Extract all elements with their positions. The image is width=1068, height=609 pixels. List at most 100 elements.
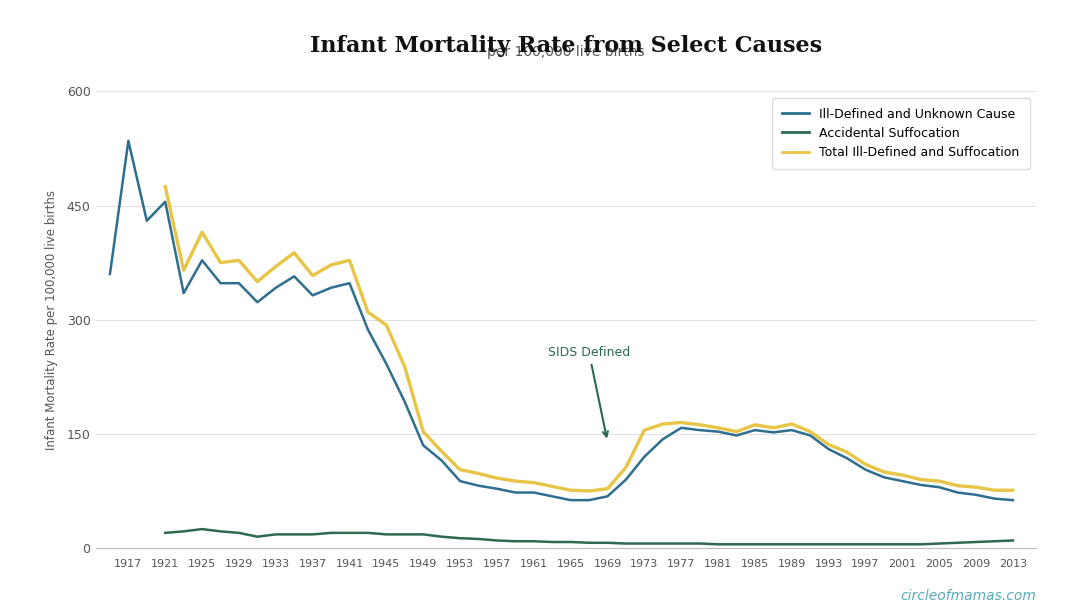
- Total Ill-Defined and Suffocation: [785, 420, 798, 428]
- Ill-Defined and Unknown Cause: [307, 292, 319, 299]
- Total Ill-Defined and Suffocation: [601, 485, 614, 492]
- Accidental Suffocation: [325, 529, 337, 537]
- Total Ill-Defined and Suffocation: [988, 487, 1001, 494]
- Line: Ill-Defined and Unknown Cause: Ill-Defined and Unknown Cause: [110, 141, 1012, 500]
- Total Ill-Defined and Suffocation: [804, 428, 817, 435]
- Accidental Suffocation: [657, 540, 670, 547]
- Accidental Suffocation: [564, 538, 577, 546]
- Ill-Defined and Unknown Cause: [859, 466, 871, 473]
- Ill-Defined and Unknown Cause: [804, 432, 817, 439]
- Ill-Defined and Unknown Cause: [398, 398, 411, 406]
- Total Ill-Defined and Suffocation: [343, 257, 356, 264]
- Ill-Defined and Unknown Cause: [528, 489, 540, 496]
- Accidental Suffocation: [509, 538, 522, 545]
- Ill-Defined and Unknown Cause: [177, 289, 190, 297]
- Accidental Suffocation: [970, 538, 983, 546]
- Total Ill-Defined and Suffocation: [380, 322, 393, 329]
- Ill-Defined and Unknown Cause: [104, 270, 116, 278]
- Total Ill-Defined and Suffocation: [767, 424, 780, 431]
- Total Ill-Defined and Suffocation: [693, 421, 706, 429]
- Ill-Defined and Unknown Cause: [675, 424, 688, 431]
- Accidental Suffocation: [417, 531, 429, 538]
- Total Ill-Defined and Suffocation: [1006, 487, 1019, 494]
- Accidental Suffocation: [343, 529, 356, 537]
- Total Ill-Defined and Suffocation: [362, 308, 375, 315]
- Total Ill-Defined and Suffocation: [952, 482, 964, 490]
- Total Ill-Defined and Suffocation: [731, 428, 743, 435]
- Accidental Suffocation: [1006, 537, 1019, 544]
- Accidental Suffocation: [731, 541, 743, 548]
- Ill-Defined and Unknown Cause: [195, 257, 208, 264]
- Text: per 100,000 live births: per 100,000 live births: [487, 46, 645, 59]
- Ill-Defined and Unknown Cause: [711, 428, 724, 435]
- Accidental Suffocation: [785, 541, 798, 548]
- Ill-Defined and Unknown Cause: [490, 485, 503, 492]
- Accidental Suffocation: [287, 531, 300, 538]
- Ill-Defined and Unknown Cause: [583, 496, 596, 504]
- Line: Accidental Suffocation: Accidental Suffocation: [166, 529, 1012, 544]
- Ill-Defined and Unknown Cause: [749, 426, 761, 434]
- Accidental Suffocation: [711, 541, 724, 548]
- Accidental Suffocation: [914, 541, 927, 548]
- Ill-Defined and Unknown Cause: [619, 476, 632, 484]
- Accidental Suffocation: [749, 541, 761, 548]
- Total Ill-Defined and Suffocation: [878, 468, 891, 476]
- Accidental Suffocation: [693, 540, 706, 547]
- Total Ill-Defined and Suffocation: [307, 272, 319, 279]
- Total Ill-Defined and Suffocation: [472, 470, 485, 477]
- Accidental Suffocation: [601, 539, 614, 546]
- Total Ill-Defined and Suffocation: [325, 261, 337, 269]
- Accidental Suffocation: [583, 539, 596, 546]
- Ill-Defined and Unknown Cause: [988, 495, 1001, 502]
- Total Ill-Defined and Suffocation: [233, 257, 246, 264]
- Accidental Suffocation: [528, 538, 540, 545]
- Accidental Suffocation: [233, 529, 246, 537]
- Ill-Defined and Unknown Cause: [159, 198, 172, 205]
- Total Ill-Defined and Suffocation: [638, 426, 650, 434]
- Ill-Defined and Unknown Cause: [454, 477, 467, 485]
- Total Ill-Defined and Suffocation: [269, 263, 282, 270]
- Ill-Defined and Unknown Cause: [362, 326, 375, 333]
- Y-axis label: Infant Mortality Rate per 100,000 live births: Infant Mortality Rate per 100,000 live b…: [45, 190, 59, 449]
- Total Ill-Defined and Suffocation: [454, 466, 467, 473]
- Ill-Defined and Unknown Cause: [287, 273, 300, 280]
- Legend: Ill-Defined and Unknown Cause, Accidental Suffocation, Total Ill-Defined and Suf: Ill-Defined and Unknown Cause, Accidenta…: [772, 97, 1030, 169]
- Ill-Defined and Unknown Cause: [914, 481, 927, 488]
- Ill-Defined and Unknown Cause: [638, 453, 650, 460]
- Accidental Suffocation: [214, 527, 226, 535]
- Accidental Suffocation: [251, 533, 264, 540]
- Accidental Suffocation: [159, 529, 172, 537]
- Ill-Defined and Unknown Cause: [269, 284, 282, 292]
- Ill-Defined and Unknown Cause: [251, 298, 264, 306]
- Ill-Defined and Unknown Cause: [343, 280, 356, 287]
- Total Ill-Defined and Suffocation: [859, 461, 871, 468]
- Ill-Defined and Unknown Cause: [932, 484, 945, 491]
- Total Ill-Defined and Suffocation: [177, 267, 190, 274]
- Line: Total Ill-Defined and Suffocation: Total Ill-Defined and Suffocation: [166, 186, 1012, 491]
- Ill-Defined and Unknown Cause: [472, 482, 485, 490]
- Ill-Defined and Unknown Cause: [417, 442, 429, 449]
- Ill-Defined and Unknown Cause: [731, 432, 743, 439]
- Text: SIDS Defined: SIDS Defined: [548, 347, 630, 437]
- Accidental Suffocation: [896, 541, 909, 548]
- Ill-Defined and Unknown Cause: [546, 493, 559, 500]
- Ill-Defined and Unknown Cause: [233, 280, 246, 287]
- Total Ill-Defined and Suffocation: [509, 477, 522, 485]
- Total Ill-Defined and Suffocation: [619, 464, 632, 471]
- Accidental Suffocation: [988, 538, 1001, 545]
- Ill-Defined and Unknown Cause: [214, 280, 226, 287]
- Ill-Defined and Unknown Cause: [841, 454, 853, 462]
- Total Ill-Defined and Suffocation: [436, 448, 449, 455]
- Total Ill-Defined and Suffocation: [528, 479, 540, 486]
- Total Ill-Defined and Suffocation: [583, 487, 596, 495]
- Ill-Defined and Unknown Cause: [564, 496, 577, 504]
- Total Ill-Defined and Suffocation: [287, 249, 300, 256]
- Ill-Defined and Unknown Cause: [657, 435, 670, 443]
- Total Ill-Defined and Suffocation: [932, 477, 945, 485]
- Accidental Suffocation: [436, 533, 449, 540]
- Total Ill-Defined and Suffocation: [657, 420, 670, 428]
- Accidental Suffocation: [177, 527, 190, 535]
- Ill-Defined and Unknown Cause: [693, 426, 706, 434]
- Accidental Suffocation: [195, 526, 208, 533]
- Accidental Suffocation: [269, 531, 282, 538]
